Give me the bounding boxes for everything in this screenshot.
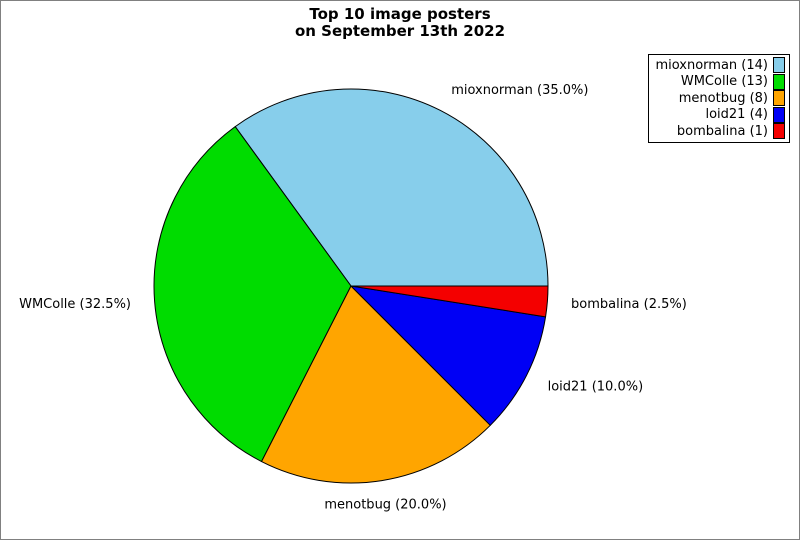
legend-swatch bbox=[773, 123, 785, 140]
slice-label-mioxnorman: mioxnorman (35.0%) bbox=[451, 83, 588, 98]
pie-slice-bombalina bbox=[350, 285, 549, 318]
legend-swatch bbox=[773, 90, 785, 107]
pie-slice-mioxnorman bbox=[234, 88, 549, 287]
chart-title-line-2: on September 13th 2022 bbox=[294, 22, 506, 40]
pie-slice-loid21 bbox=[350, 285, 547, 426]
pie-slice-menotbug bbox=[261, 285, 491, 484]
legend-label: mioxnorman (14) bbox=[655, 57, 768, 73]
legend-label: loid21 (4) bbox=[705, 107, 768, 123]
chart-title-line-1: Top 10 image posters bbox=[309, 5, 491, 23]
legend-label: WMColle (13) bbox=[680, 74, 768, 90]
slice-label-WMColle: WMColle (32.5%) bbox=[19, 297, 131, 312]
legend-entry-WMColle: WMColle (13) bbox=[655, 73, 785, 91]
legend-swatch bbox=[773, 73, 785, 90]
legend-swatch bbox=[773, 57, 785, 74]
pie-slice-WMColle bbox=[153, 126, 352, 463]
slice-label-loid21: loid21 (10.0%) bbox=[548, 380, 644, 395]
legend: mioxnorman (14) WMColle (13) menotbug (8) l… bbox=[648, 54, 790, 143]
legend-entry-bombalina: bombalina (1) bbox=[655, 123, 785, 140]
legend-entry-menotbug: menotbug (8) bbox=[655, 90, 785, 107]
legend-entry-loid21: loid21 (4) bbox=[655, 106, 785, 124]
legend-entry-mioxnorman: mioxnorman (14) bbox=[655, 57, 785, 74]
legend-label: bombalina (1) bbox=[676, 123, 768, 139]
slice-label-menotbug: menotbug (20.0%) bbox=[324, 497, 446, 512]
legend-swatch bbox=[773, 106, 785, 123]
legend-label: menotbug (8) bbox=[678, 90, 768, 106]
slice-label-bombalina: bombalina (2.5%) bbox=[571, 297, 687, 312]
chart-title: Top 10 image posters on September 13th 2… bbox=[1, 6, 799, 40]
